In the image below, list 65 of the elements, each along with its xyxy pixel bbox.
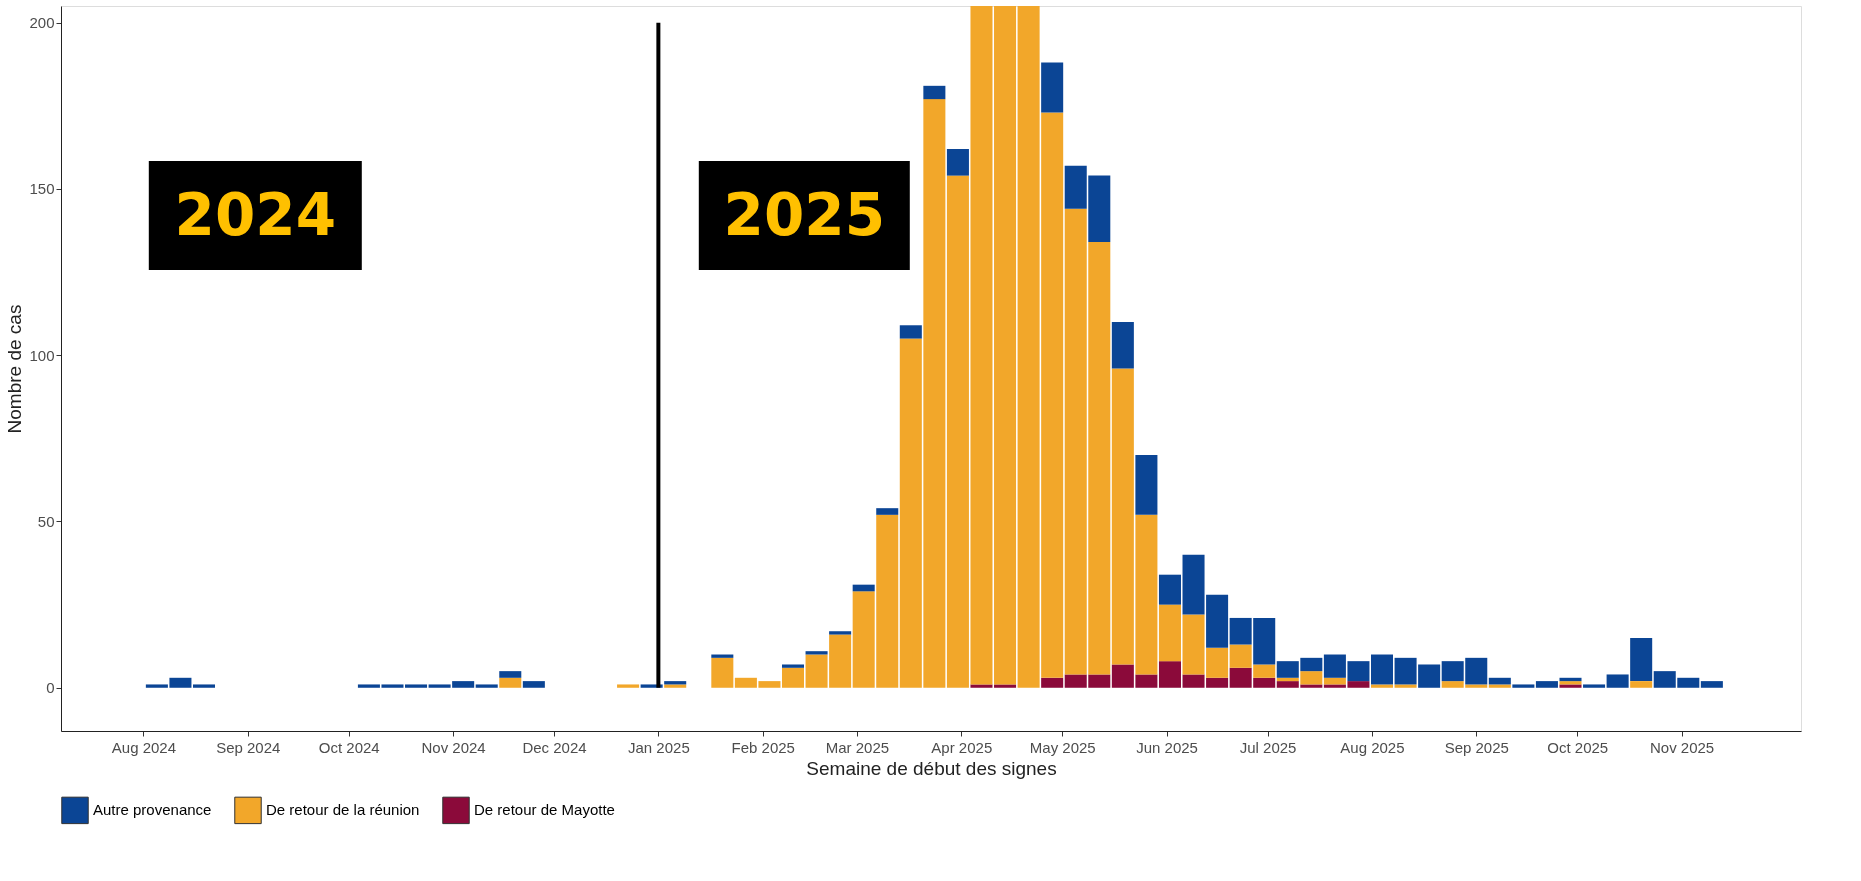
x-axis-title: Semaine de début des signes — [806, 757, 1057, 779]
y-tick-label: 50 — [37, 512, 55, 530]
y-axis-title: Nombre de cas — [4, 304, 26, 434]
bar — [1158, 661, 1181, 688]
bar — [1370, 654, 1394, 685]
bar — [499, 671, 522, 678]
x-tick-label: Nov 2024 — [421, 738, 486, 756]
bar — [1041, 677, 1064, 688]
x-tick-label: Sep 2024 — [216, 738, 281, 756]
x-tick-label: Mar 2025 — [825, 738, 890, 756]
annotation: 2025 — [723, 180, 886, 249]
bar — [1559, 677, 1582, 682]
x-tick-label: Jun 2025 — [1136, 738, 1198, 756]
annotation: 2024 — [174, 180, 337, 249]
bar — [1394, 684, 1417, 688]
x-tick-label: Oct 2024 — [318, 738, 380, 756]
bar — [1041, 62, 1064, 113]
bar — [1158, 574, 1181, 605]
bar — [617, 684, 640, 688]
y-tick-label: 200 — [29, 14, 55, 32]
bar — [475, 684, 498, 688]
bar — [781, 664, 805, 668]
x-tick-label: Aug 2025 — [1340, 738, 1405, 756]
bar — [1700, 681, 1723, 688]
x-tick-label: Nov 2025 — [1649, 738, 1715, 756]
bar — [829, 631, 852, 635]
bar — [711, 657, 734, 688]
x-tick-label: Oct 2025 — [1547, 738, 1609, 756]
y-tick-label: 100 — [29, 346, 55, 364]
bar — [711, 654, 734, 658]
x-tick-label: Apr 2025 — [931, 738, 993, 756]
bar — [852, 584, 875, 592]
x-tick-label: Jul 2025 — [1239, 738, 1297, 756]
x-tick-label: May 2025 — [1029, 738, 1096, 756]
x-tick-label: Sep 2025 — [1444, 738, 1509, 756]
bar — [499, 677, 522, 688]
x-tick-label: Dec 2024 — [522, 738, 587, 756]
bar — [946, 149, 969, 176]
bar — [781, 667, 805, 688]
bar — [1370, 684, 1394, 688]
bar — [192, 684, 216, 688]
bar — [1630, 681, 1653, 688]
bar — [805, 651, 828, 655]
bar — [1323, 677, 1346, 685]
bar — [1111, 321, 1134, 369]
x-tick-label: Aug 2024 — [111, 738, 177, 756]
legend-label: Autre provenance — [93, 801, 212, 819]
bar — [923, 85, 946, 100]
x-tick-label: Jan 2025 — [628, 738, 690, 756]
bar — [1535, 681, 1558, 688]
legend-label: De retour de la réunion — [266, 801, 420, 819]
bar — [876, 508, 899, 515]
bar — [405, 684, 428, 688]
legend-label: De retour de Mayotte — [474, 801, 615, 819]
bar — [1488, 677, 1511, 685]
x-tick-label: Feb 2025 — [731, 738, 795, 756]
bar — [1512, 684, 1535, 688]
bar — [1135, 454, 1158, 515]
bar — [1158, 604, 1181, 662]
bar — [899, 325, 922, 339]
bar — [522, 681, 545, 688]
bar — [1488, 684, 1511, 688]
bar — [1583, 684, 1606, 688]
y-tick-label: 0 — [46, 679, 55, 697]
y-tick-label: 150 — [29, 180, 55, 198]
